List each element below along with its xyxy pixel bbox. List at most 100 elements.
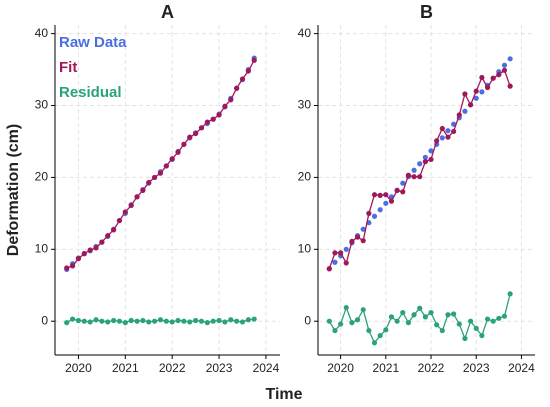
data-point (484, 84, 491, 91)
x-tick-label: 2022 (418, 361, 445, 375)
data-point (473, 95, 479, 101)
y-tick-label: 40 (298, 26, 312, 40)
data-point (343, 246, 349, 252)
x-tick-label: 2021 (372, 361, 399, 375)
data-point (354, 234, 361, 240)
panel-title: A (161, 2, 174, 22)
data-point (371, 340, 378, 346)
x-tick-label: 2024 (253, 361, 280, 375)
data-point (377, 207, 383, 213)
data-point (349, 320, 355, 326)
data-point (140, 187, 146, 193)
data-point (116, 217, 123, 224)
data-point (69, 316, 76, 322)
data-point (87, 319, 93, 325)
data-point (75, 256, 82, 262)
data-point (239, 319, 246, 325)
x-tick-label: 2021 (112, 361, 139, 375)
data-point (439, 327, 445, 334)
data-point (75, 317, 82, 324)
data-point (366, 327, 372, 334)
data-point (64, 265, 70, 271)
data-point (405, 172, 412, 178)
data-point (181, 141, 187, 147)
data-point (81, 318, 87, 324)
data-point (428, 309, 434, 316)
data-point (479, 332, 485, 339)
data-point (417, 174, 423, 180)
y-tick-label: 20 (35, 170, 49, 184)
data-point (228, 317, 234, 323)
x-tick-label: 2022 (159, 361, 186, 375)
data-point (343, 260, 349, 266)
data-point (87, 247, 93, 253)
data-point (405, 320, 412, 326)
data-point (251, 57, 257, 63)
data-point (181, 318, 187, 324)
data-point (93, 317, 99, 323)
data-point (394, 187, 400, 193)
data-point (400, 189, 406, 195)
y-axis-label: Deformation (cm) (5, 124, 22, 256)
data-point (428, 156, 434, 163)
data-point (239, 76, 246, 82)
data-point (388, 314, 395, 320)
data-point (462, 91, 468, 97)
data-point (193, 317, 199, 324)
y-tick-label: 10 (35, 241, 49, 255)
data-point (122, 320, 128, 326)
data-point (134, 318, 140, 324)
data-point (383, 192, 389, 198)
data-point (411, 312, 417, 318)
data-point (152, 318, 158, 324)
data-point (93, 245, 99, 251)
data-point (140, 317, 146, 324)
data-point (467, 102, 474, 108)
data-point (234, 85, 240, 91)
data-point (360, 307, 366, 313)
data-point (501, 313, 508, 319)
data-point (163, 163, 169, 169)
data-point (507, 83, 513, 89)
data-point (152, 174, 158, 181)
data-point (198, 318, 205, 324)
data-point (507, 56, 513, 62)
data-point (445, 128, 451, 134)
data-point (360, 226, 366, 232)
data-point (354, 317, 361, 323)
data-point (411, 167, 417, 173)
data-point (462, 108, 468, 114)
data-point (383, 200, 389, 206)
data-point (383, 327, 389, 333)
data-point (169, 319, 175, 325)
data-point (371, 213, 378, 219)
data-point (479, 74, 485, 81)
panel-title: B (420, 2, 433, 22)
data-point (456, 321, 462, 327)
data-point (445, 312, 451, 318)
data-point (371, 192, 378, 198)
x-tick-label: 2023 (463, 361, 490, 375)
data-point (245, 317, 251, 323)
y-tick-label: 0 (304, 313, 311, 327)
data-point (360, 238, 366, 244)
data-point (338, 321, 344, 327)
x-tick-label: 2023 (206, 361, 233, 375)
data-point (439, 125, 445, 132)
data-point (122, 209, 128, 215)
data-point (462, 335, 468, 342)
data-point (338, 250, 344, 256)
data-point (473, 88, 479, 94)
y-tick-label: 30 (298, 98, 312, 112)
data-point (81, 251, 87, 257)
data-point (422, 314, 428, 320)
data-point (163, 318, 169, 324)
data-point (69, 263, 76, 269)
data-point (496, 72, 502, 78)
data-point (411, 174, 417, 180)
data-point (428, 148, 434, 154)
y-tick-label: 0 (41, 313, 48, 327)
x-tick-label: 2024 (508, 361, 535, 375)
data-point (216, 112, 222, 118)
data-point (222, 319, 228, 325)
